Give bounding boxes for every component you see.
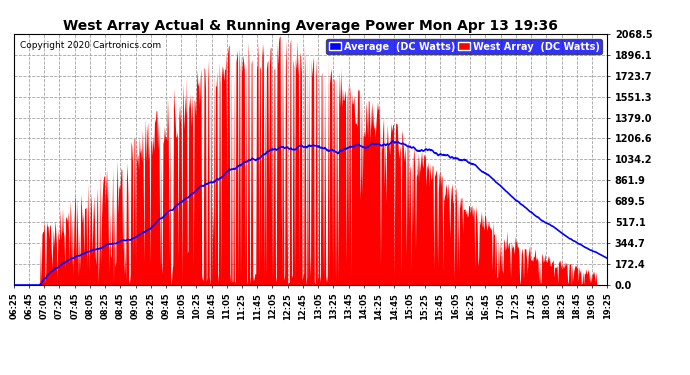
Title: West Array Actual & Running Average Power Mon Apr 13 19:36: West Array Actual & Running Average Powe…	[63, 19, 558, 33]
Legend: Average  (DC Watts), West Array  (DC Watts): Average (DC Watts), West Array (DC Watts…	[326, 39, 602, 54]
Text: Copyright 2020 Cartronics.com: Copyright 2020 Cartronics.com	[20, 41, 161, 50]
